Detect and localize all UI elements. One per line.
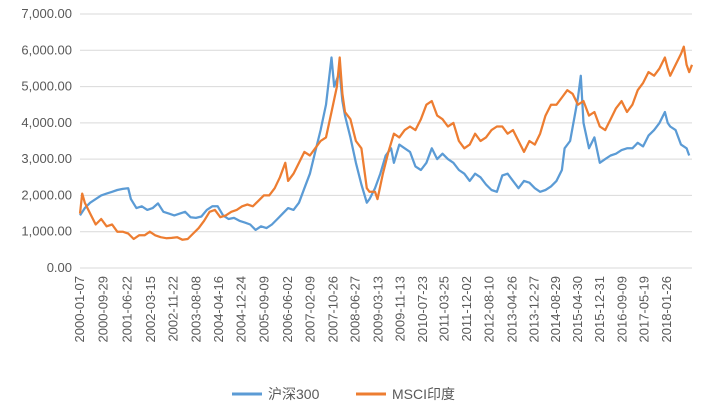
x-tick-label: 2004-04-16 — [211, 276, 226, 343]
x-tick-label: 2005-09-09 — [256, 276, 271, 343]
x-tick-label: 2016-09-09 — [614, 276, 629, 343]
y-tick-label: 6,000.00 — [21, 42, 72, 57]
x-tick-label: 2010-07-23 — [415, 276, 430, 343]
x-tick-label: 2013-12-27 — [526, 276, 541, 343]
x-axis-tick-labels: 2000-01-07 2000-09-29 2001-06-22 2002-03-15… — [72, 276, 674, 343]
series-lines — [78, 45, 694, 241]
x-tick-label: 2001-06-22 — [119, 276, 134, 343]
y-tick-label: 0.00 — [47, 260, 72, 275]
x-tick-label: 2011-03-25 — [437, 276, 452, 342]
x-tick-label: 2015-04-30 — [570, 276, 585, 343]
x-tick-label: 2000-01-07 — [72, 276, 87, 343]
x-tick-label: 2007-02-09 — [303, 276, 318, 343]
x-tick-label: 2002-11-22 — [165, 276, 180, 342]
x-tick-label: 2009-03-13 — [371, 276, 386, 343]
y-axis-tick-labels: 0.00 1,000.00 2,000.00 3,000.00 4,000.00 5,00… — [21, 6, 72, 275]
x-tick-label: 2014-08-29 — [548, 276, 563, 343]
x-tick-label: 2007-10-26 — [326, 276, 341, 343]
x-tick-label: 2015-12-31 — [592, 276, 607, 343]
x-tick-label: 2011-12-02 — [459, 276, 474, 342]
gridlines — [80, 13, 692, 233]
y-tick-label: 5,000.00 — [21, 79, 72, 94]
y-tick-label: 7,000.00 — [21, 6, 72, 21]
y-tick-label: 4,000.00 — [21, 115, 72, 130]
legend: 沪深300 MSCI印度 — [232, 386, 455, 402]
x-tick-label: 2018-01-26 — [659, 276, 674, 343]
x-tick-label: 2012-08-10 — [482, 276, 497, 343]
y-tick-label: 3,000.00 — [21, 151, 72, 166]
x-tick-label: 2017-05-19 — [637, 276, 652, 343]
x-tick-label: 2009-11-13 — [392, 276, 407, 342]
legend-label: 沪深300 — [268, 386, 320, 402]
x-tick-label: 2008-06-27 — [348, 276, 363, 343]
y-tick-label: 1,000.00 — [21, 224, 72, 239]
series-line-1 — [79, 56, 691, 232]
x-tick-label: 2003-08-08 — [189, 276, 204, 343]
x-tick-label: 2000-09-29 — [96, 276, 111, 343]
x-tick-label: 2004-12-24 — [233, 276, 248, 343]
x-tick-label: 2013-04-26 — [505, 276, 520, 343]
legend-label: MSCI印度 — [392, 386, 455, 402]
y-tick-label: 2,000.00 — [21, 187, 72, 202]
series-line-2 — [78, 45, 694, 241]
x-tick-label: 2006-06-02 — [280, 276, 295, 343]
x-tick-label: 2002-03-15 — [143, 276, 158, 343]
